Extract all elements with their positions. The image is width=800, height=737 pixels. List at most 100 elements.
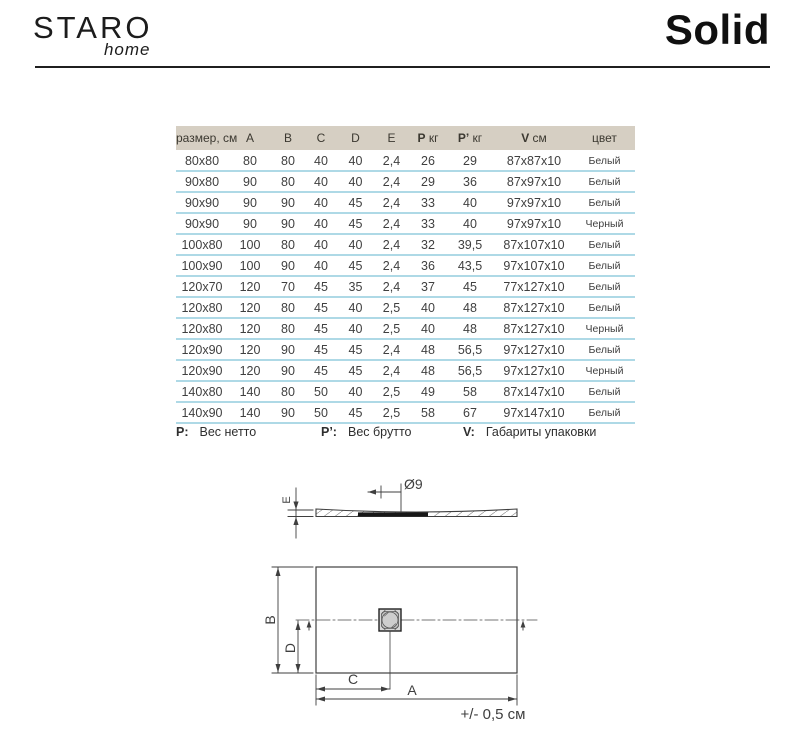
table-cell: 80x80 (176, 150, 228, 172)
dimension-c (315, 674, 391, 706)
table-cell: 97x107x10 (494, 255, 574, 277)
table-cell: 48 (446, 297, 494, 319)
table-row: 100x90 100 90 40 45 2,4 36 43,5 97x107x10 Белый (176, 255, 635, 277)
column-header: V см (494, 126, 574, 150)
table-cell: 40 (338, 171, 373, 193)
table-cell: 77x127x10 (494, 276, 574, 298)
table-cell: 100 (228, 255, 272, 277)
table-cell: 97x97x10 (494, 213, 574, 235)
table-cell: 2,4 (373, 150, 410, 172)
table-cell: 2,4 (373, 171, 410, 193)
table-row: 120x80 120 80 45 40 2,5 40 48 87x127x10 Белый (176, 297, 635, 319)
table-cell: 90 (272, 255, 304, 277)
table-cell: 140x80 (176, 381, 228, 403)
table-cell: 40 (410, 297, 446, 319)
table-cell: 48 (410, 360, 446, 382)
table-cell: 40 (304, 192, 338, 214)
table-cell: 40 (338, 234, 373, 256)
label-drain-from-left: C (348, 671, 358, 687)
table-cell: 87x97x10 (494, 171, 574, 193)
legend-item: V: Габариты упаковки (463, 425, 597, 439)
table-cell: 50 (304, 381, 338, 403)
table-cell: 90x80 (176, 171, 228, 193)
column-header: P кг (410, 126, 446, 150)
dimension-drain-diameter (367, 483, 402, 512)
table-cell: 40 (446, 192, 494, 214)
table-cell: 80 (272, 171, 304, 193)
legend: P: Вес нетто P’: Вес брутто V: Габариты упако… (176, 425, 646, 443)
table-cell: 2,5 (373, 402, 410, 424)
table-cell: 45 (304, 339, 338, 361)
table-cell: 120x90 (176, 360, 228, 382)
table-cell: 2,4 (373, 213, 410, 235)
table-row: 120x70 120 70 45 35 2,4 37 45 77x127x10 Белый (176, 276, 635, 298)
table-row: 120x90 120 90 45 45 2,4 48 56,5 97x127x10 Белый (176, 339, 635, 361)
table-row: 90x90 90 90 40 45 2,4 33 40 97x97x10 Белый (176, 192, 635, 214)
table-cell: 36 (446, 171, 494, 193)
dimension-e (287, 487, 314, 539)
column-header: P’ кг (446, 126, 494, 150)
table-cell: 120 (228, 318, 272, 340)
table-cell: 120x80 (176, 297, 228, 319)
table-cell: 40 (338, 150, 373, 172)
table-cell: 48 (446, 318, 494, 340)
table-cell: 100 (228, 234, 272, 256)
table-cell: 45 (304, 297, 338, 319)
table-cell: 80 (272, 381, 304, 403)
table-cell: 90x90 (176, 213, 228, 235)
table-cell: 90 (228, 171, 272, 193)
column-header: D (338, 126, 373, 150)
table-cell: 2,4 (373, 234, 410, 256)
label-drain-offset: D (282, 643, 298, 653)
table-cell: 90 (228, 192, 272, 214)
table-cell: 45 (338, 402, 373, 424)
brand-subname: home (103, 40, 151, 59)
table-row: 80x80 80 80 40 40 2,4 26 29 87x87x10 Белый (176, 150, 635, 172)
table-cell: 90 (272, 213, 304, 235)
table-cell: 120 (228, 360, 272, 382)
table-cell: 90 (272, 402, 304, 424)
centerline-ticks (306, 620, 526, 631)
table-cell: 120x70 (176, 276, 228, 298)
table-cell: 100x80 (176, 234, 228, 256)
table-cell: 2,5 (373, 297, 410, 319)
column-header: A (228, 126, 272, 150)
table-cell: 45 (446, 276, 494, 298)
table-header-row: размер, см A B C D E P кг P’ кг V см цвет (176, 126, 635, 150)
table-cell: 58 (410, 402, 446, 424)
column-header: E (373, 126, 410, 150)
table-cell: 87x107x10 (494, 234, 574, 256)
table-row: 90x80 90 80 40 40 2,4 29 36 87x97x10 Белый (176, 171, 635, 193)
table-row: 90x90 90 90 40 45 2,4 33 40 97x97x10 Черный (176, 213, 635, 235)
dimension-a (315, 674, 518, 706)
label-thickness: E (281, 496, 293, 503)
table-cell: 2,5 (373, 318, 410, 340)
table-cell: 56,5 (446, 339, 494, 361)
label-drain-diameter: Ø9 (404, 476, 423, 492)
table-cell: 29 (446, 150, 494, 172)
table-cell: 80 (228, 150, 272, 172)
table-cell: 45 (338, 213, 373, 235)
product-title: Solid (664, 6, 770, 53)
table-cell: 120x90 (176, 339, 228, 361)
drain-icon (378, 608, 402, 632)
table-cell: 50 (304, 402, 338, 424)
table-cell: 40 (338, 318, 373, 340)
table-cell: 40 (304, 255, 338, 277)
header-divider (35, 66, 770, 68)
table-cell: Белый (574, 276, 635, 298)
table-body: 80x80 80 80 40 40 2,4 26 29 87x87x10 Белый 90x80 90… (176, 150, 635, 424)
table-cell: 2,5 (373, 381, 410, 403)
brand-logo: STARO home (33, 12, 153, 58)
table-cell: 36 (410, 255, 446, 277)
table-cell: 2,4 (373, 339, 410, 361)
table-cell: 70 (272, 276, 304, 298)
drain-section (358, 512, 428, 517)
table-cell: 97x147x10 (494, 402, 574, 424)
table-cell: 140x90 (176, 402, 228, 424)
table-cell: 43,5 (446, 255, 494, 277)
table-cell: 2,4 (373, 276, 410, 298)
table-cell: 40 (338, 381, 373, 403)
